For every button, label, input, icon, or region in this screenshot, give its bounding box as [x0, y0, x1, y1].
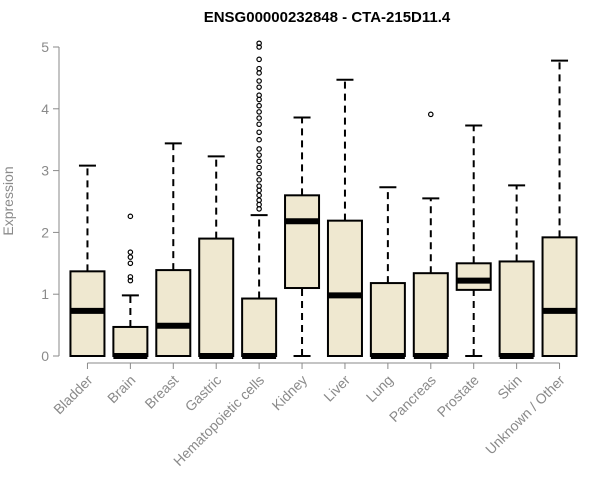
outlier-point	[256, 121, 262, 128]
outlier-point	[127, 254, 134, 260]
box-group	[412, 111, 449, 359]
box-group	[369, 186, 406, 359]
plot-area	[69, 40, 578, 359]
box-group	[241, 40, 278, 359]
y-tick-label: 1	[41, 286, 49, 302]
outlier-point	[256, 102, 262, 109]
x-tick-label: Skin	[494, 372, 525, 403]
outlier-point	[256, 146, 262, 152]
box	[326, 219, 363, 357]
y-tick-label: 0	[41, 348, 49, 364]
box-group	[326, 78, 363, 357]
outlier-point	[256, 115, 262, 121]
outlier-point	[256, 78, 262, 84]
box	[455, 262, 492, 291]
outlier-point	[256, 129, 262, 136]
outlier-point	[256, 56, 262, 63]
outlier-point	[427, 111, 434, 118]
chart-title: ENSG00000232848 - CTA-215D11.4	[204, 9, 451, 26]
outlier-point	[256, 183, 262, 189]
box	[198, 237, 235, 357]
box	[241, 297, 278, 357]
x-tick-label: Kidney	[269, 372, 311, 414]
outlier-point	[127, 260, 134, 267]
box-group	[69, 164, 106, 358]
x-tick-label: Breast	[141, 372, 181, 412]
outlier-point	[256, 170, 262, 177]
outlier-point	[256, 44, 262, 50]
box	[412, 272, 449, 357]
outlier-point	[256, 84, 262, 90]
box-group	[455, 124, 492, 357]
outlier-point	[256, 192, 262, 199]
y-axis: 0 1 2 3 4 5	[41, 39, 60, 364]
box	[155, 269, 192, 357]
box-group	[155, 142, 192, 357]
outlier-point	[256, 40, 262, 47]
box	[112, 325, 149, 358]
y-axis-label: Expression	[0, 166, 16, 235]
box-group	[498, 184, 535, 359]
outlier-point	[127, 213, 134, 220]
box	[369, 282, 406, 357]
x-tick-label: Prostate	[434, 372, 482, 420]
box-group	[198, 155, 235, 359]
outlier-point	[256, 152, 262, 158]
y-tick-label: 5	[41, 39, 49, 55]
x-tick-label: Lung	[363, 372, 396, 405]
outlier-point	[256, 158, 262, 165]
x-tick-label: Gastric	[182, 372, 225, 415]
outlier-point	[127, 277, 134, 284]
outlier-point	[256, 136, 262, 143]
box	[284, 194, 321, 290]
box-group	[284, 116, 321, 357]
outlier-point	[256, 177, 262, 183]
x-tick-label: Liver	[320, 372, 353, 405]
x-tick-label: Pancreas	[386, 372, 439, 425]
outlier-point	[127, 249, 134, 255]
outlier-point	[256, 92, 262, 99]
y-tick-label: 3	[41, 163, 49, 179]
x-tick-label: Unknown / Other	[482, 372, 568, 458]
box	[541, 236, 578, 357]
x-tick-label: Brain	[104, 372, 138, 406]
outlier-point	[256, 164, 262, 171]
x-tick-label: Bladder	[50, 372, 96, 418]
outlier-point	[127, 274, 134, 280]
box-group	[112, 213, 149, 359]
y-tick-label: 4	[41, 101, 49, 117]
box	[498, 260, 535, 358]
outlier-point	[256, 65, 262, 72]
outlier-point	[256, 109, 262, 115]
y-tick-label: 2	[41, 224, 49, 240]
box-group	[541, 59, 578, 357]
